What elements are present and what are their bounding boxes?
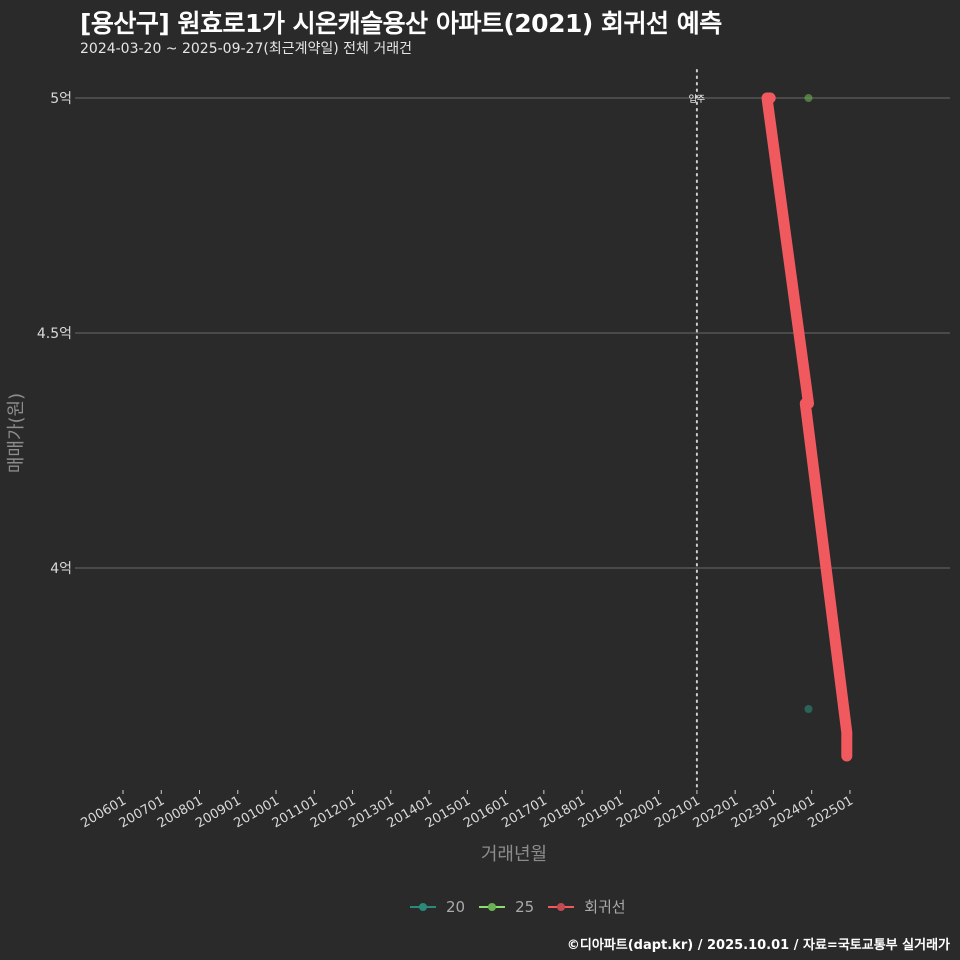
legend-key-25-icon: [479, 901, 506, 913]
move-in-annotation: 입주: [689, 69, 706, 791]
data-point-25: [804, 94, 813, 102]
y-tick-label: 5억: [50, 91, 72, 107]
y-axis-label: 매매가(원): [6, 393, 27, 473]
legend-key-20-icon: [410, 901, 436, 913]
chart-subtitle: 2024-03-20 ~ 2025-09-27(최근계약일) 전체 거래건: [80, 41, 412, 57]
regression-line: [761, 92, 853, 762]
legend-item-20: 20: [410, 898, 465, 916]
y-tick-label: 4.5억: [37, 326, 72, 342]
y-axis-ticks: 4억 4.5억 5억: [37, 91, 72, 577]
legend-label: 회귀선: [584, 898, 626, 916]
legend-item-25: 25: [479, 898, 534, 916]
x-axis-ticks: 2006012007012008012009012010012011012012…: [79, 790, 856, 831]
legend: 20 25 회귀선: [410, 896, 632, 917]
legend-label: 25: [515, 897, 535, 916]
legend-label: 20: [446, 897, 466, 916]
legend-item-regression: 회귀선: [548, 896, 626, 917]
source-credit: ©디아파트(dapt.kr) / 2025.10.01 / 자료=국토교통부 실…: [566, 938, 950, 953]
annotation-label: 입주: [689, 93, 706, 105]
y-tick-label: 4억: [50, 561, 72, 577]
x-axis-label: 거래년월: [481, 844, 547, 865]
data-series: [761, 92, 853, 762]
data-point-20: [804, 705, 813, 713]
legend-key-regression-icon: [548, 901, 575, 913]
chart-title: [용산구] 원효로1가 시온캐슬용산 아파트(2021) 회귀선 예측: [80, 9, 722, 38]
